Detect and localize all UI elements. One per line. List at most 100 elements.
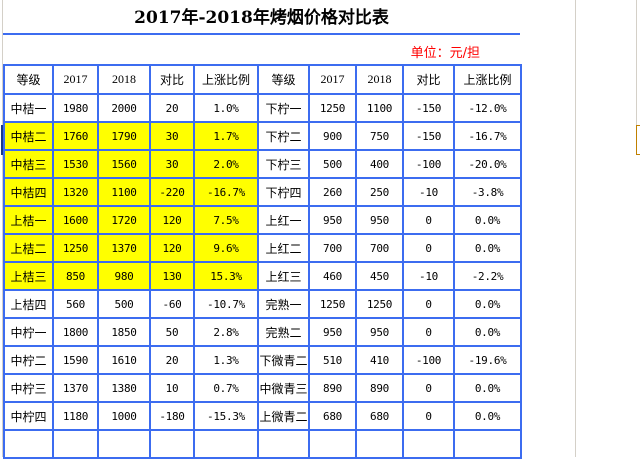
table-cell[interactable] — [52, 429, 99, 459]
table-cell[interactable]: 1760 — [52, 121, 99, 151]
table-cell[interactable] — [149, 429, 195, 459]
table-cell[interactable]: 1610 — [97, 345, 151, 375]
table-cell[interactable]: 上红三 — [257, 261, 310, 291]
table-cell[interactable]: 0.7% — [193, 373, 259, 403]
table-cell[interactable]: 1600 — [52, 205, 99, 235]
table-cell[interactable]: 400 — [355, 149, 404, 179]
table-cell[interactable]: 1.7% — [193, 121, 259, 151]
table-cell[interactable]: 500 — [308, 149, 357, 179]
table-cell[interactable]: -10.7% — [193, 289, 259, 319]
table-cell[interactable]: 1100 — [97, 177, 151, 207]
table-cell[interactable]: 30 — [149, 121, 195, 151]
table-cell[interactable]: 上桔三 — [3, 261, 54, 291]
table-cell[interactable]: -100 — [402, 345, 455, 375]
table-cell[interactable]: 下柠二 — [257, 121, 310, 151]
table-cell[interactable]: 1000 — [97, 401, 151, 431]
table-cell[interactable]: 0 — [402, 373, 455, 403]
table-cell[interactable]: 下柠四 — [257, 177, 310, 207]
table-cell[interactable]: 410 — [355, 345, 404, 375]
table-cell[interactable]: 1.0% — [193, 93, 259, 123]
table-cell[interactable]: 750 — [355, 121, 404, 151]
table-cell[interactable]: 1250 — [52, 233, 99, 263]
table-cell[interactable]: 中微青三 — [257, 373, 310, 403]
table-cell[interactable]: 1250 — [355, 289, 404, 319]
table-cell[interactable]: 1720 — [97, 205, 151, 235]
table-cell[interactable]: 850 — [52, 261, 99, 291]
table-cell[interactable]: -16.7% — [193, 177, 259, 207]
table-cell[interactable]: 1590 — [52, 345, 99, 375]
table-cell[interactable]: 完熟二 — [257, 317, 310, 347]
table-cell[interactable]: 1560 — [97, 149, 151, 179]
table-cell[interactable]: -60 — [149, 289, 195, 319]
table-cell[interactable]: -150 — [402, 93, 455, 123]
table-cell[interactable]: 1370 — [52, 373, 99, 403]
table-cell[interactable]: 0 — [402, 205, 455, 235]
table-cell[interactable]: 0 — [402, 233, 455, 263]
table-cell[interactable]: 1790 — [97, 121, 151, 151]
table-cell[interactable]: 1320 — [52, 177, 99, 207]
table-cell[interactable]: 950 — [308, 205, 357, 235]
table-cell[interactable] — [97, 429, 151, 459]
table-cell[interactable]: 250 — [355, 177, 404, 207]
table-cell[interactable]: 0.0% — [453, 289, 522, 319]
table-cell[interactable]: 9.6% — [193, 233, 259, 263]
table-cell[interactable]: 900 — [308, 121, 357, 151]
table-cell[interactable]: 中桔三 — [3, 149, 54, 179]
table-cell[interactable]: 0.0% — [453, 401, 522, 431]
table-cell[interactable]: 680 — [308, 401, 357, 431]
table-cell[interactable]: 7.5% — [193, 205, 259, 235]
table-cell[interactable]: 1250 — [308, 93, 357, 123]
table-cell[interactable]: 1180 — [52, 401, 99, 431]
table-cell[interactable]: -10 — [402, 177, 455, 207]
table-cell[interactable]: 1980 — [52, 93, 99, 123]
table-cell[interactable]: 950 — [308, 317, 357, 347]
table-cell[interactable]: 50 — [149, 317, 195, 347]
table-cell[interactable]: 上桔四 — [3, 289, 54, 319]
header-cell[interactable]: 对比 — [402, 64, 455, 95]
table-cell[interactable]: 上桔二 — [3, 233, 54, 263]
table-cell[interactable] — [257, 429, 310, 459]
table-cell[interactable]: 680 — [355, 401, 404, 431]
table-cell[interactable]: 20 — [149, 345, 195, 375]
table-cell[interactable]: 下柠三 — [257, 149, 310, 179]
header-cell[interactable]: 2018 — [355, 64, 404, 95]
table-cell[interactable]: 上红一 — [257, 205, 310, 235]
table-cell[interactable]: 450 — [355, 261, 404, 291]
table-cell[interactable]: 700 — [308, 233, 357, 263]
header-cell[interactable]: 上涨比例 — [193, 64, 259, 95]
table-cell[interactable]: 0.0% — [453, 317, 522, 347]
table-cell[interactable]: 上微青二 — [257, 401, 310, 431]
table-cell[interactable]: 0 — [402, 317, 455, 347]
table-cell[interactable]: -180 — [149, 401, 195, 431]
table-cell[interactable]: 中柠四 — [3, 401, 54, 431]
table-cell[interactable]: 1530 — [52, 149, 99, 179]
table-cell[interactable]: -2.2% — [453, 261, 522, 291]
table-cell[interactable]: 下柠一 — [257, 93, 310, 123]
table-cell[interactable]: -12.0% — [453, 93, 522, 123]
table-cell[interactable]: 2.0% — [193, 149, 259, 179]
table-cell[interactable]: -3.8% — [453, 177, 522, 207]
table-cell[interactable]: 1380 — [97, 373, 151, 403]
table-cell[interactable]: 120 — [149, 205, 195, 235]
table-cell[interactable]: 下微青二 — [257, 345, 310, 375]
table-cell[interactable]: 上桔一 — [3, 205, 54, 235]
table-cell[interactable]: -19.6% — [453, 345, 522, 375]
table-cell[interactable] — [402, 429, 455, 459]
table-cell[interactable]: 0 — [402, 289, 455, 319]
table-cell[interactable]: 中柠一 — [3, 317, 54, 347]
table-cell[interactable]: -10 — [402, 261, 455, 291]
header-cell[interactable]: 2018 — [97, 64, 151, 95]
table-cell[interactable]: 1850 — [97, 317, 151, 347]
table-cell[interactable]: 上红二 — [257, 233, 310, 263]
table-cell[interactable]: 890 — [308, 373, 357, 403]
table-cell[interactable] — [193, 429, 259, 459]
table-cell[interactable]: 120 — [149, 233, 195, 263]
table-cell[interactable]: 中柠三 — [3, 373, 54, 403]
table-cell[interactable]: 890 — [355, 373, 404, 403]
table-cell[interactable] — [3, 429, 54, 459]
table-cell[interactable]: 10 — [149, 373, 195, 403]
table-cell[interactable]: 2000 — [97, 93, 151, 123]
table-cell[interactable]: 0 — [402, 401, 455, 431]
table-cell[interactable]: -16.7% — [453, 121, 522, 151]
